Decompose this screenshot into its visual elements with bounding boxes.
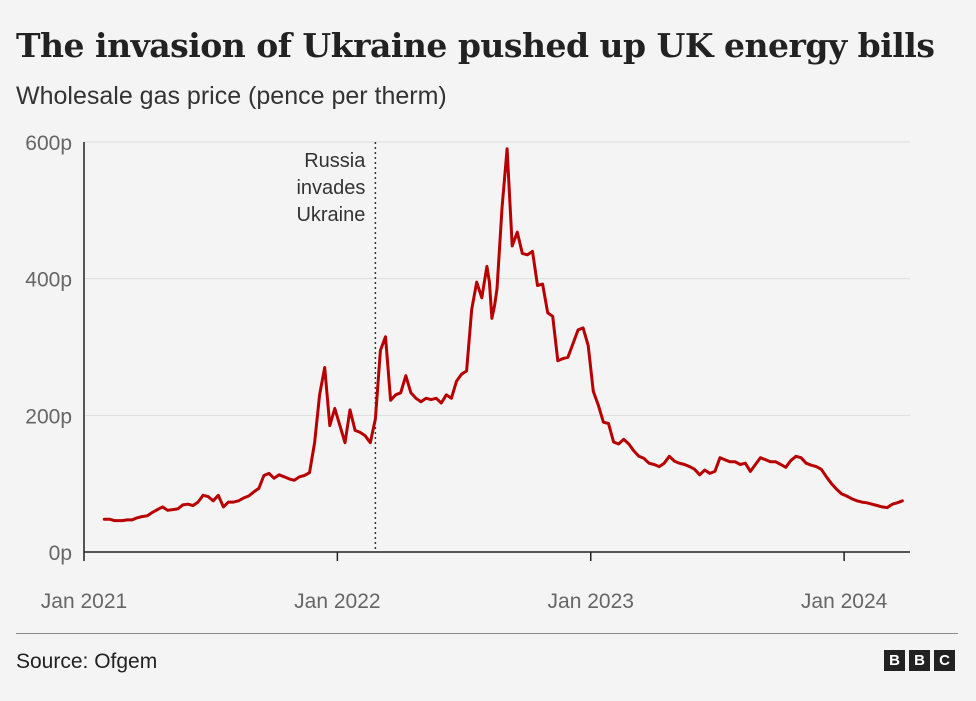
annotation-line: Ukraine: [296, 204, 365, 226]
footer-divider: [16, 633, 958, 634]
bbc-logo: B B C: [884, 650, 955, 671]
logo-letter-c: C: [934, 650, 955, 671]
x-tick-label: Jan 2021: [41, 590, 127, 613]
y-tick-label: 200p: [25, 405, 72, 428]
logo-letter-b2: B: [909, 650, 930, 671]
x-tick-label: Jan 2023: [548, 590, 634, 613]
axes: 0p 200p 400p 600p Jan 2021 Jan 2022 Jan 2023 Ja…: [25, 132, 910, 613]
y-tick-label: 0p: [49, 542, 72, 565]
x-tick-label: Jan 2022: [294, 590, 380, 613]
y-tick-label: 600p: [25, 132, 72, 155]
annotation-line: invades: [296, 177, 365, 199]
source-label: Source: Ofgem: [16, 650, 158, 673]
series-line-gas-price: [102, 147, 904, 523]
annotation-line: Russia: [304, 150, 366, 172]
logo-letter-b1: B: [884, 650, 905, 671]
x-tick-label: Jan 2024: [801, 590, 888, 613]
y-tick-label: 400p: [25, 269, 72, 292]
invasion-annotation: Russia invades Ukraine: [296, 142, 377, 552]
chart-subtitle: Wholesale gas price (pence per therm): [16, 82, 447, 110]
series-layer: [102, 147, 904, 523]
chart-canvas: 0p 200p 400p 600p Jan 2021 Jan 2022 Jan 2023 Ja…: [25, 132, 910, 613]
chart-title: The invasion of Ukraine pushed up UK ene…: [16, 26, 935, 65]
